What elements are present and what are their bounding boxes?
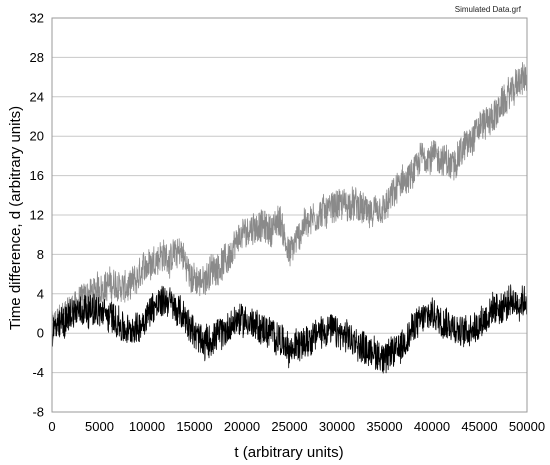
y-tick-label: 8	[37, 247, 44, 262]
series-layer	[51, 62, 528, 374]
y-tick-label: 24	[30, 89, 44, 104]
x-tick-label: 5000	[85, 419, 114, 434]
x-tick-label: 40000	[414, 419, 450, 434]
y-tick-labels: -8 -4 0 4 8 12 16 20 24 28 32	[30, 11, 44, 420]
x-tick-label: 20000	[224, 419, 260, 434]
x-tick-label: 50000	[509, 419, 545, 434]
plot-area-border	[51, 17, 528, 413]
y-tick-label: 28	[30, 50, 44, 65]
x-tick-label: 25000	[271, 419, 307, 434]
plot-frame	[51, 17, 528, 413]
y-tick-label: 4	[37, 286, 44, 301]
y-tick-label: -4	[32, 365, 44, 380]
y-tick-label: 32	[30, 11, 44, 26]
y-tick-label: 20	[30, 129, 44, 144]
y-tick-label: 12	[30, 208, 44, 223]
x-tick-label: 15000	[176, 419, 212, 434]
y-axis-title: Time difference, d (arbitrary units)	[7, 106, 24, 330]
x-tick-label: 30000	[319, 419, 355, 434]
x-tick-label: 35000	[366, 419, 402, 434]
x-tick-label: 0	[48, 419, 55, 434]
file-name-label: Simulated Data.grf	[455, 5, 522, 14]
series-line-gray	[51, 62, 528, 336]
x-axis-title: t (arbitrary units)	[234, 444, 343, 461]
series-line-black	[51, 284, 528, 374]
x-tick-label: 45000	[461, 419, 497, 434]
y-tick-label: 0	[37, 326, 44, 341]
x-tick-label: 10000	[129, 419, 165, 434]
y-tick-label: 16	[30, 168, 44, 183]
x-tick-labels: 0 5000 10000 15000 20000 25000 30000 35000 40000…	[48, 419, 545, 434]
y-tick-label: -8	[32, 405, 44, 420]
